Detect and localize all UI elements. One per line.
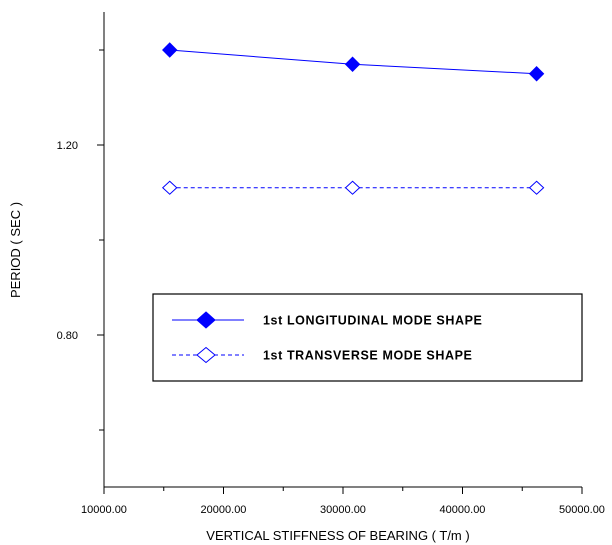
legend-entry-transverse: 1st TRANSVERSE MODE SHAPE	[172, 346, 472, 364]
ticks: 10000.00 20000.00 30000.00 40000.00 50000.00…	[57, 49, 605, 516]
data-point-filled-diamond	[344, 56, 361, 72]
x-tick-label: 20000.00	[201, 504, 247, 516]
x-tick-label: 50000.00	[559, 504, 605, 516]
x-axis-label: VERTICAL STIFFNESS OF BEARING ( T/m )	[206, 528, 469, 543]
series-longitudinal	[162, 42, 545, 82]
legend-marker-open-diamond	[196, 346, 216, 364]
x-tick-label: 30000.00	[320, 504, 366, 516]
data-point-open-diamond	[528, 180, 545, 195]
data-point-filled-diamond	[162, 42, 178, 58]
y-tick-label: 0.80	[57, 330, 78, 342]
series-transverse	[161, 180, 545, 195]
axes	[103, 12, 582, 488]
data-point-filled-diamond	[528, 66, 545, 82]
data-point-open-diamond	[161, 180, 178, 195]
y-axis-label: PERIOD ( SEC )	[8, 202, 23, 298]
data-point-open-diamond	[344, 180, 361, 195]
legend-entry-longitudinal: 1st LONGITUDINAL MODE SHAPE	[172, 311, 482, 329]
legend-marker-filled-diamond	[196, 311, 216, 329]
x-tick-label: 40000.00	[440, 504, 486, 516]
series-layer	[161, 42, 545, 195]
x-tick-label: 10000.00	[81, 504, 127, 516]
legend: 1st LONGITUDINAL MODE SHAPE 1st TRANSVER…	[152, 293, 583, 382]
y-tick-label: 1.20	[57, 140, 78, 152]
legend-box	[152, 293, 583, 382]
legend-label-transverse: 1st TRANSVERSE MODE SHAPE	[263, 349, 472, 363]
legend-label-longitudinal: 1st LONGITUDINAL MODE SHAPE	[263, 314, 482, 328]
